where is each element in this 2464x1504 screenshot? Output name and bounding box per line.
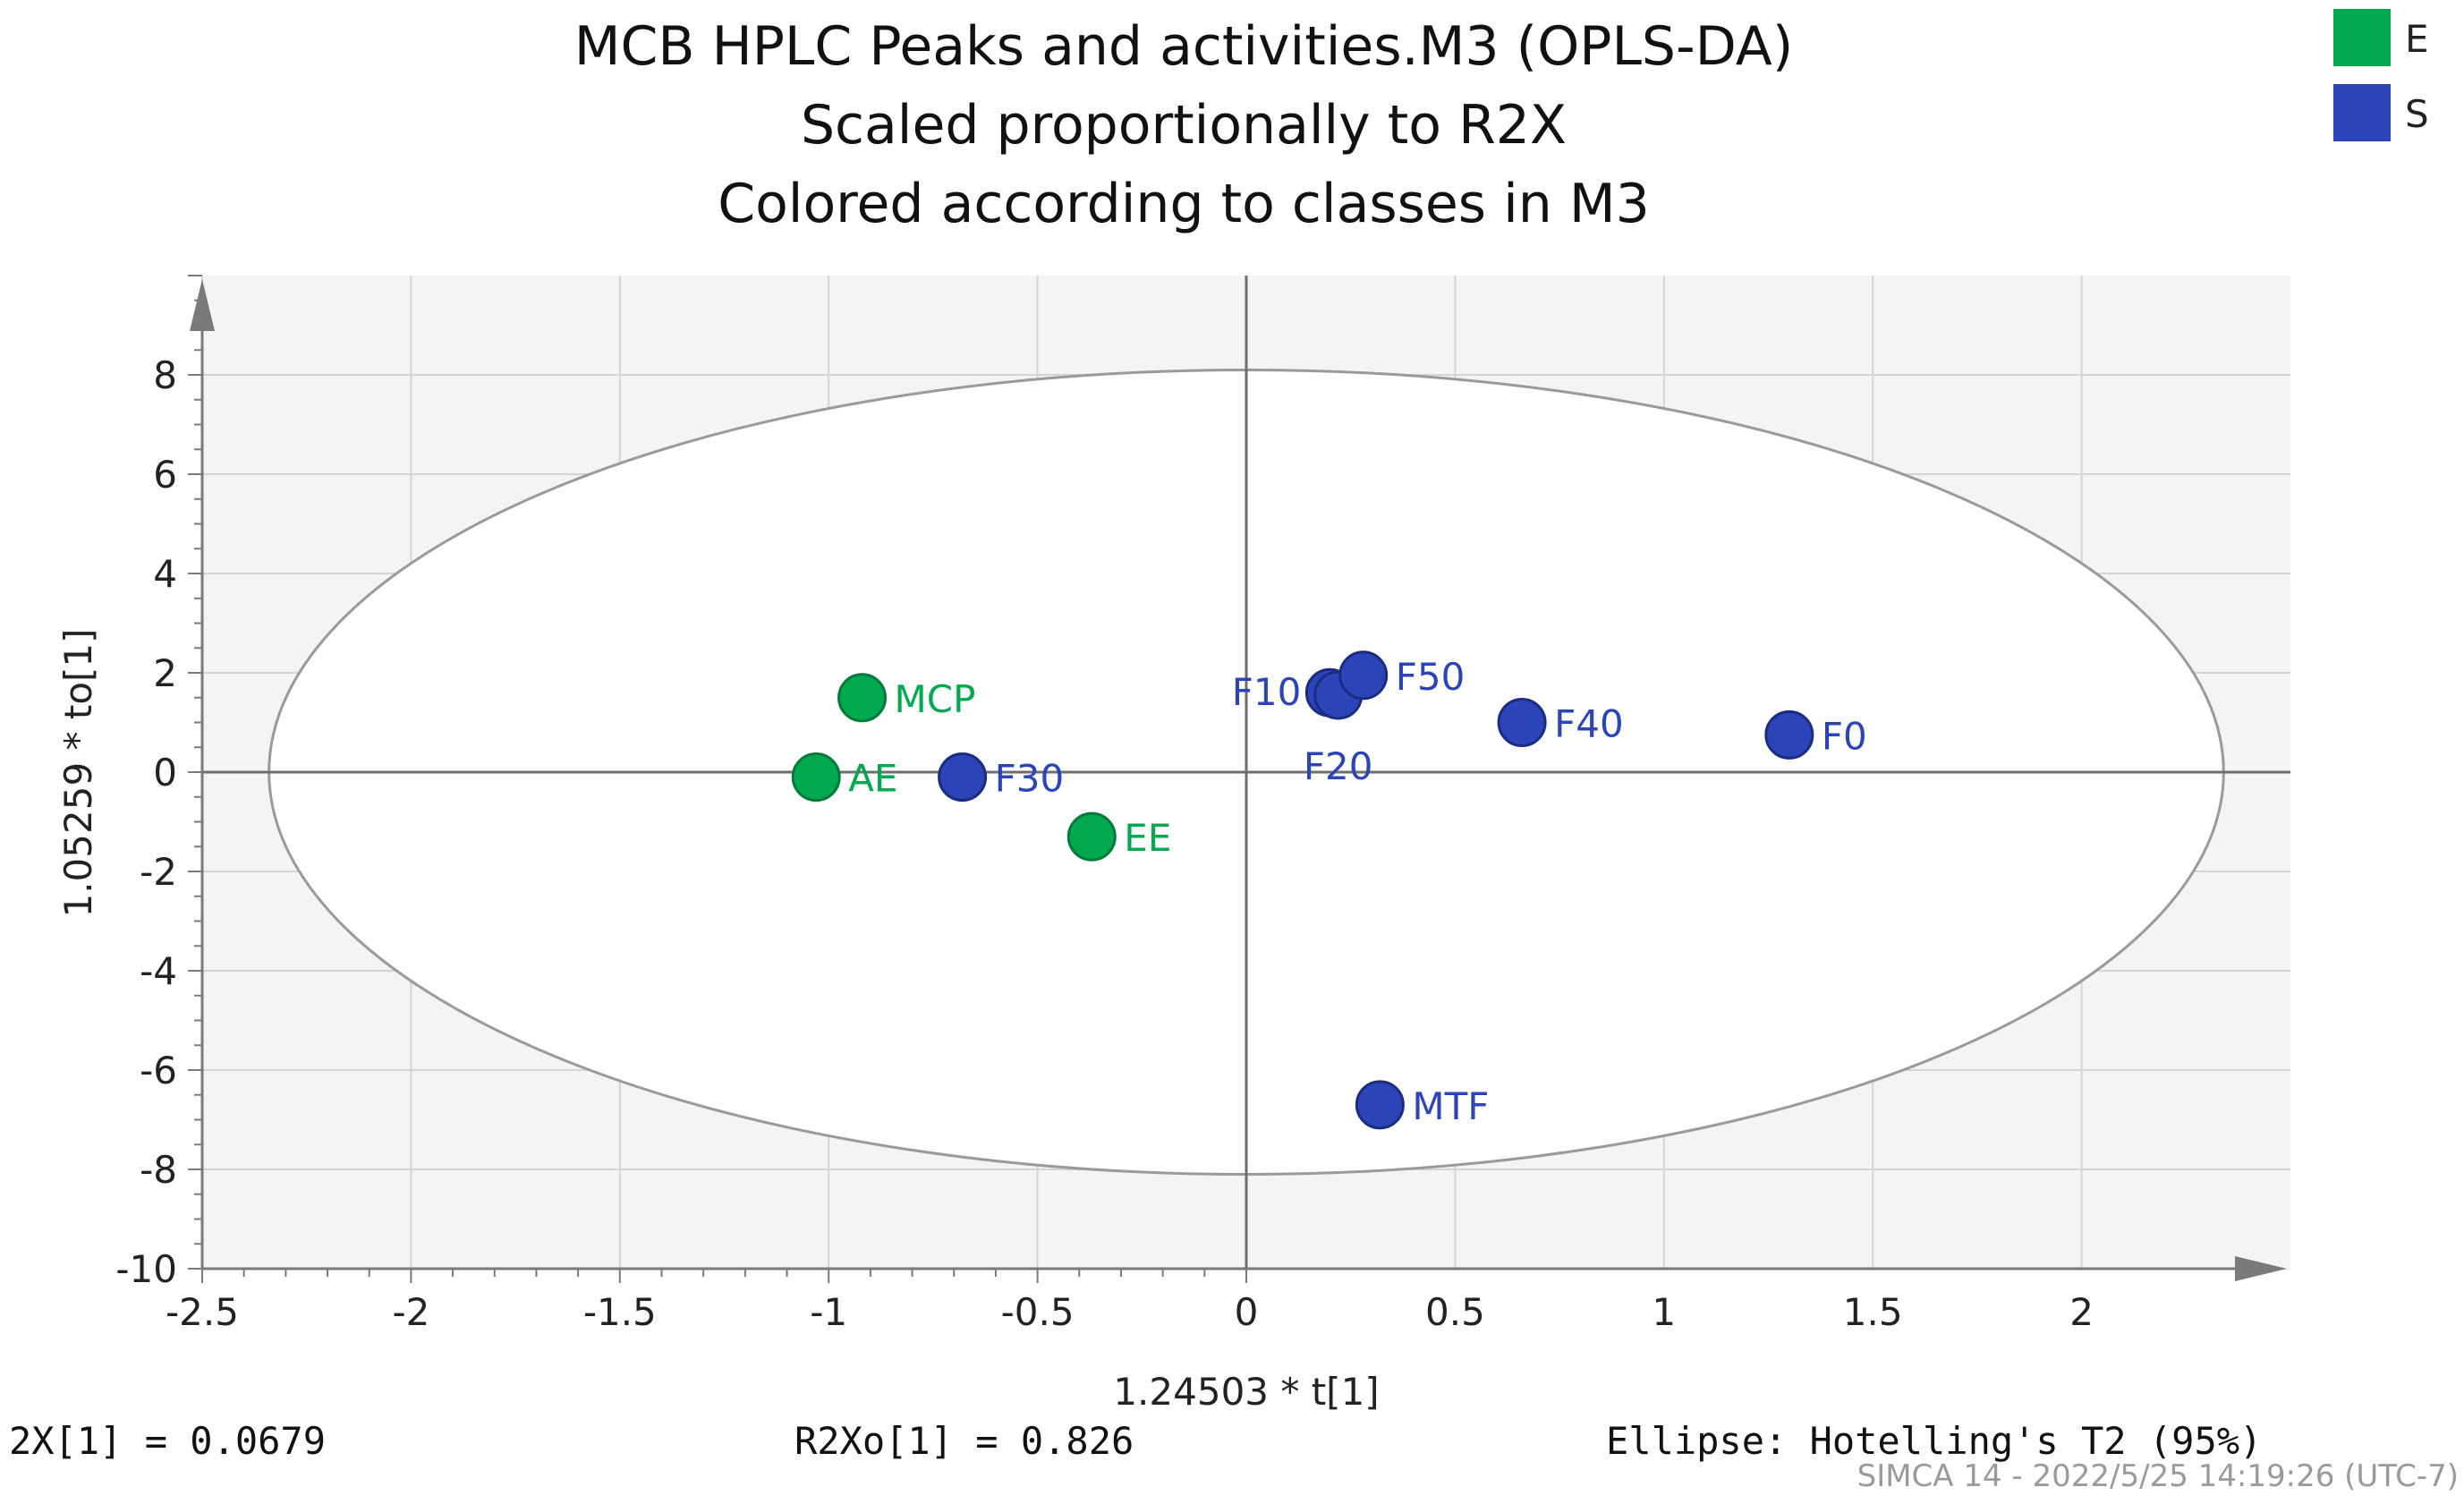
chart-title-line-1: MCB HPLC Peaks and activities.M3 (OPLS-D… — [574, 15, 1794, 78]
y-tick-label-m2: -2 — [140, 850, 177, 894]
point-label-f50: F50 — [1396, 655, 1466, 699]
y-axis-arrow — [190, 279, 215, 331]
y-tick-label-6: 6 — [153, 453, 177, 497]
x-tick-label-1p5: 1.5 — [1843, 1290, 1903, 1334]
point-label-f20: F20 — [1304, 744, 1373, 788]
point-f0 — [1764, 710, 1814, 760]
x-tick-label-0: 0 — [1235, 1290, 1259, 1334]
axes-group — [188, 275, 2290, 1283]
y-tick-label-2: 2 — [153, 651, 177, 695]
point-f40 — [1497, 698, 1547, 747]
chart-title-line-3: Colored according to classes in M3 — [718, 173, 1650, 235]
point-label-f30: F30 — [995, 757, 1065, 801]
y-tick-label-m10: -10 — [115, 1247, 177, 1291]
legend-swatch-e — [2333, 9, 2391, 66]
x-tick-label-m0p5: -0.5 — [1001, 1290, 1075, 1334]
x-tick-label-m2p5: -2.5 — [166, 1290, 239, 1334]
point-ee — [1066, 811, 1117, 862]
point-label-ee: EE — [1124, 816, 1171, 860]
point-label-mtf: MTF — [1412, 1084, 1489, 1128]
y-axis-label: 1.05259 * to[1] — [56, 628, 100, 917]
x-tick-label-m1p5: -1.5 — [583, 1290, 657, 1334]
footer-ellipse: Ellipse: Hotelling's T2 (95%) — [1606, 1419, 2262, 1463]
footer-r2x: 2X[1] = 0.0679 — [9, 1419, 326, 1463]
point-mcp — [837, 673, 888, 723]
point-ae — [791, 752, 841, 803]
legend: E S — [2333, 9, 2429, 141]
x-tick-label-m1: -1 — [810, 1290, 847, 1334]
y-tick-label-m8: -8 — [140, 1148, 177, 1192]
tick-labels-group: -2.5 -2 -1.5 -1 -0.5 0 0.5 1 1.5 2 -10 -8 -6 -4 -2 0 2 4 6… — [115, 353, 2094, 1334]
point-f50 — [1338, 650, 1389, 701]
footer-r2xo: R2Xo[1] = 0.826 — [794, 1419, 1134, 1463]
x-tick-label-m2: -2 — [392, 1290, 429, 1334]
legend-label-s: S — [2405, 92, 2429, 136]
point-mtf — [1355, 1080, 1405, 1130]
x-tick-label-1: 1 — [1652, 1290, 1676, 1334]
x-tick-label-2: 2 — [2069, 1290, 2094, 1334]
x-axis-label: 1.24503 * t[1] — [1113, 1370, 1379, 1414]
point-label-f40: F40 — [1554, 702, 1624, 746]
chart-title-line-2: Scaled proportionally to R2X — [801, 94, 1567, 157]
footer-timestamp: SIMCA 14 - 2022/5/25 14:19:26 (UTC-7) — [1857, 1458, 2459, 1494]
point-label-ae: AE — [848, 757, 897, 801]
point-f30 — [938, 752, 988, 803]
y-tick-label-m4: -4 — [140, 949, 177, 993]
x-axis-arrow — [2235, 1256, 2287, 1281]
legend-label-e: E — [2405, 17, 2429, 61]
y-tick-label-0: 0 — [153, 751, 177, 794]
legend-swatch-s — [2333, 84, 2391, 141]
y-tick-label-4: 4 — [153, 552, 177, 596]
x-tick-label-0p5: 0.5 — [1425, 1290, 1485, 1334]
y-tick-label-8: 8 — [153, 353, 177, 397]
point-label-f10: F10 — [1232, 670, 1302, 714]
point-label-f0: F0 — [1822, 714, 1867, 758]
y-tick-label-m6: -6 — [140, 1049, 177, 1092]
point-label-mcp: MCP — [895, 677, 976, 721]
